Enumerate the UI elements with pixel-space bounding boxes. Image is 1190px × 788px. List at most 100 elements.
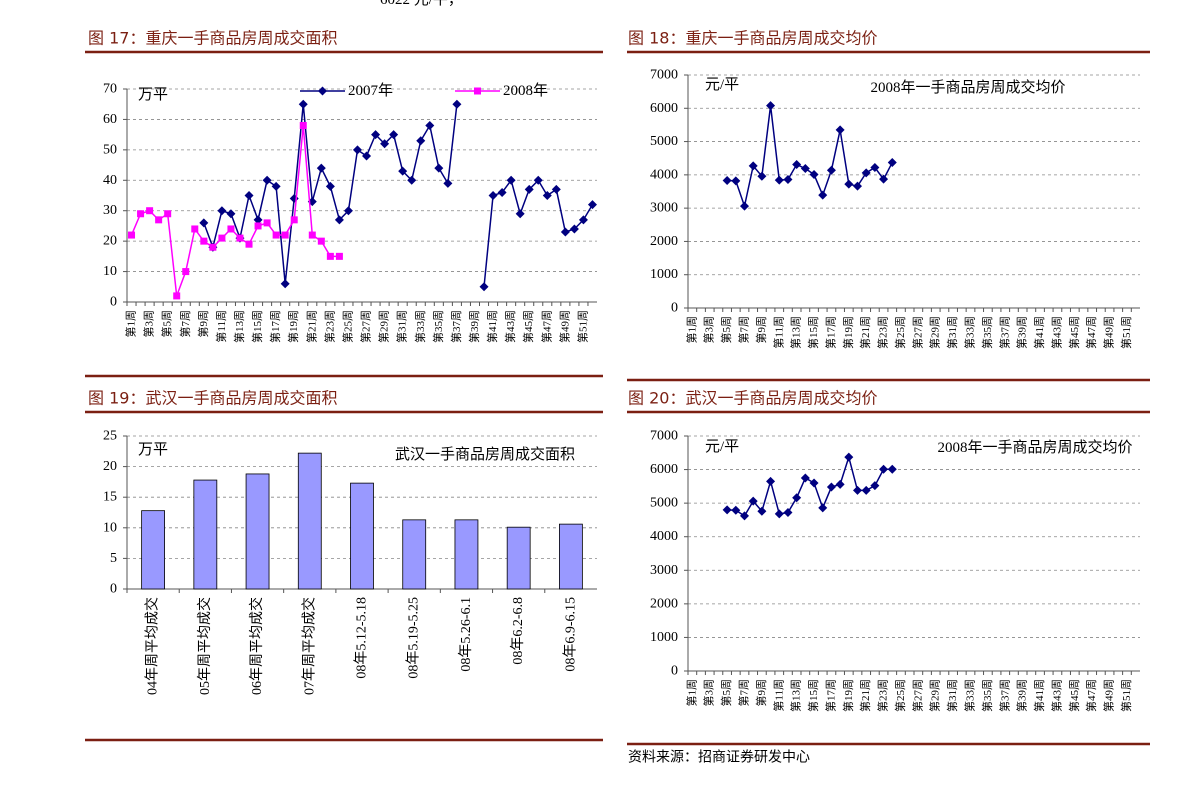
series-line: [727, 454, 893, 517]
marker: [740, 201, 749, 211]
marker: [835, 479, 845, 489]
marker: [497, 187, 507, 197]
marker: [783, 175, 793, 185]
x-tick-label: 第25周: [340, 310, 354, 343]
bar: [350, 482, 374, 590]
x-tick-label: 08年6.9-6.15: [562, 597, 578, 672]
marker: [318, 86, 327, 96]
x-tick-label: 第11周: [771, 316, 785, 349]
x-tick-label: 第47周: [1084, 316, 1098, 349]
x-tick-label: 第15周: [806, 316, 820, 349]
x-tick-label: 08年5.26-6.1: [458, 597, 474, 672]
x-tick-label: 08年6.2-6.8: [510, 597, 526, 665]
y-tick-label: 2000: [650, 596, 678, 611]
y-tick-label: 4000: [650, 529, 678, 544]
legend-label: 2008年: [503, 82, 548, 99]
y-tick-label: 40: [103, 173, 117, 188]
marker: [818, 190, 828, 200]
marker: [434, 163, 444, 173]
marker: [281, 231, 289, 239]
x-tick-label: 第31周: [395, 310, 409, 343]
marker: [227, 225, 235, 233]
marker: [280, 279, 290, 289]
marker: [290, 216, 298, 224]
x-tick-label: 第49周: [557, 310, 571, 343]
x-tick-label: 第21周: [858, 679, 872, 712]
marker: [861, 168, 871, 178]
marker: [137, 210, 145, 218]
marker: [209, 243, 217, 251]
bar: [245, 473, 270, 590]
marker: [416, 136, 426, 146]
marker: [800, 473, 810, 483]
bar: [402, 519, 427, 590]
marker: [308, 231, 316, 239]
x-tick-label: 第47周: [539, 310, 553, 343]
x-tick-label: 第35周: [980, 679, 994, 712]
x-tick-label: 第7周: [737, 316, 751, 344]
x-tick-label: 08年5.19-5.25: [406, 597, 422, 679]
marker: [569, 224, 579, 234]
x-tick-label: 第51周: [575, 310, 589, 343]
marker: [362, 151, 372, 161]
x-tick-label: 第21周: [858, 316, 872, 349]
marker: [879, 464, 889, 474]
marker: [173, 292, 181, 300]
x-tick-label: 第31周: [945, 679, 959, 712]
y-tick-label: 0: [671, 301, 678, 316]
x-tick-label: 第9周: [754, 679, 768, 707]
marker: [524, 184, 534, 194]
marker: [731, 176, 741, 186]
marker: [870, 481, 880, 491]
marker: [533, 175, 543, 185]
marker: [217, 206, 227, 216]
y-tick-label: 30: [103, 203, 117, 218]
marker: [425, 121, 435, 131]
marker: [587, 200, 597, 210]
marker: [879, 174, 889, 184]
marker: [182, 268, 190, 276]
marker: [326, 252, 334, 260]
x-tick-label: 第17周: [823, 316, 837, 349]
y-tick-label: 6000: [650, 462, 678, 477]
x-tick-label: 第3周: [702, 679, 716, 707]
bar: [559, 523, 583, 590]
header-fragment: 6022 元/平，: [380, 0, 463, 8]
x-tick-label: 第39周: [1015, 679, 1029, 712]
y-tick-label: 3000: [650, 563, 678, 578]
marker: [398, 166, 408, 176]
x-tick-label: 第25周: [893, 679, 907, 712]
y-tick-label: 5: [110, 551, 117, 566]
marker: [870, 163, 880, 173]
marker: [380, 139, 390, 149]
x-tick-label: 第7周: [737, 679, 751, 707]
marker: [146, 207, 154, 215]
x-tick-label: 第5周: [719, 316, 733, 344]
y-tick-label: 0: [671, 664, 678, 679]
x-tick-label: 第11周: [214, 310, 228, 343]
y-unit: 元/平: [705, 439, 739, 455]
x-tick-label: 第21周: [304, 310, 318, 343]
x-tick-label: 第29周: [928, 679, 942, 712]
marker: [740, 511, 749, 521]
x-tick-label: 07年周平均成交: [300, 597, 317, 695]
marker: [218, 234, 226, 242]
y-tick-label: 10: [103, 264, 117, 279]
marker: [407, 175, 417, 185]
x-tick-label: 第37周: [997, 679, 1011, 712]
x-tick-label: 第23周: [322, 310, 336, 343]
y-tick-label: 5000: [650, 496, 678, 511]
marker: [722, 505, 732, 515]
x-tick-label: 第19周: [286, 310, 300, 343]
marker: [826, 165, 836, 175]
x-tick-label: 第35周: [431, 310, 445, 343]
marker: [853, 485, 862, 495]
marker: [792, 160, 802, 170]
x-tick-label: 第41周: [1032, 316, 1046, 349]
marker: [371, 130, 381, 140]
x-tick-label: 第27周: [359, 310, 373, 343]
x-tick-label: 第17周: [268, 310, 282, 343]
y-tick-label: 20: [103, 234, 117, 249]
y-tick-label: 25: [103, 429, 117, 444]
x-tick-label: 第11周: [771, 679, 785, 712]
